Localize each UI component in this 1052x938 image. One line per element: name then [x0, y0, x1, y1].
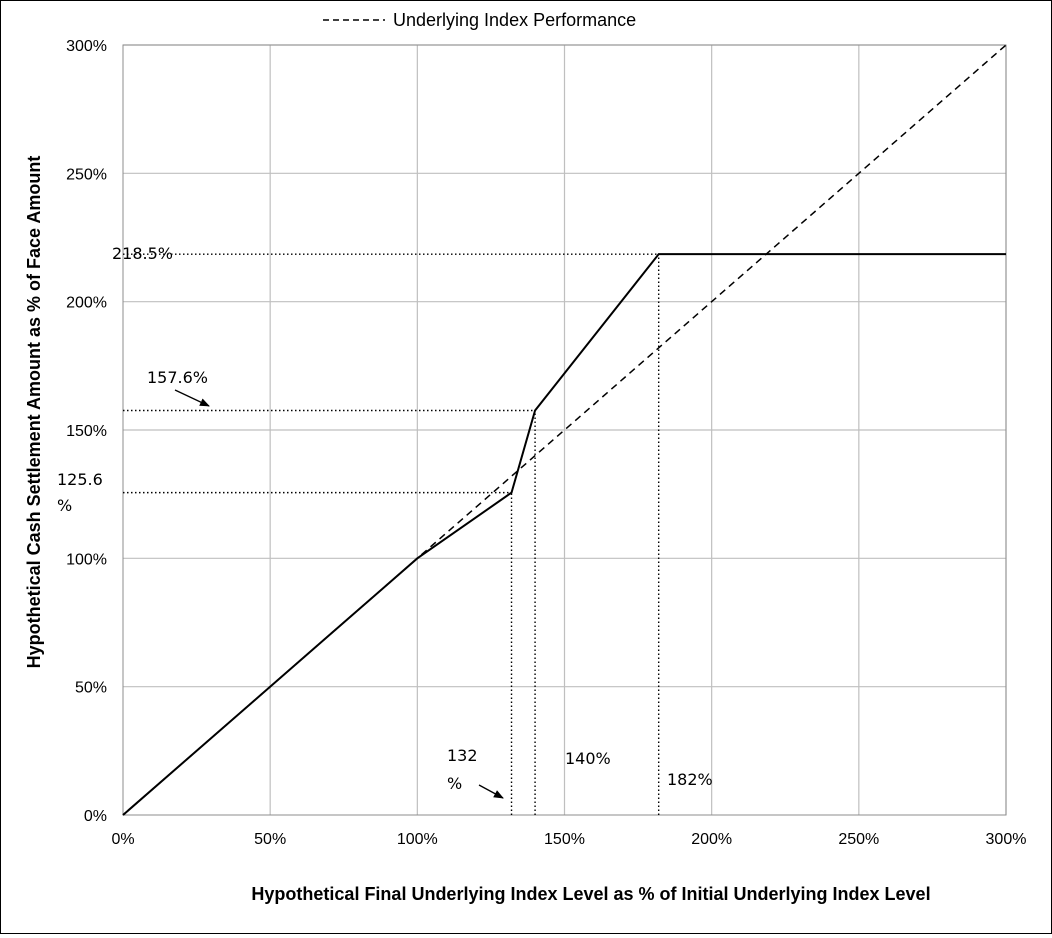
- annotation-218-5: 218.5%: [112, 244, 173, 263]
- legend-label: Underlying Index Performance: [393, 10, 636, 30]
- y-tick-label: 200%: [66, 295, 107, 312]
- legend: Underlying Index Performance: [323, 10, 636, 30]
- x-tick-label: 150%: [544, 831, 585, 848]
- series-underlying-index-line: [122, 44, 1007, 816]
- y-tick-label: 300%: [66, 38, 107, 55]
- annotation-132-percent: %: [447, 774, 462, 793]
- x-tick-labels: 0% 50% 100% 150% 200% 250% 300%: [111, 831, 1026, 848]
- reference-lines: [123, 253, 660, 815]
- x-tick-label: 100%: [397, 831, 438, 848]
- y-axis-title: Hypothetical Cash Settlement Amount as %…: [24, 156, 44, 669]
- annotations: 218.5% 157.6% 125.6 % 132 % 140% 182%: [57, 244, 713, 799]
- annotation-182: 182%: [667, 770, 713, 789]
- plot-area: [122, 44, 1007, 816]
- series-group: [122, 44, 1007, 816]
- annotation-125-6: 125.6: [57, 470, 103, 489]
- x-tick-label: 0%: [111, 831, 134, 848]
- x-tick-label: 200%: [691, 831, 732, 848]
- y-tick-label: 100%: [66, 551, 107, 568]
- y-tick-label: 250%: [66, 166, 107, 183]
- annotation-132-arrow: [478, 784, 504, 799]
- y-tick-label: 50%: [75, 680, 107, 697]
- annotation-132: 132: [447, 746, 478, 765]
- x-axis-title: Hypothetical Final Underlying Index Leve…: [251, 884, 930, 904]
- annotation-140: 140%: [565, 749, 611, 768]
- y-tick-labels: 0% 50% 100% 150% 200% 250% 300%: [66, 38, 107, 825]
- annotation-157-6-arrow: [174, 389, 210, 407]
- x-tick-label: 300%: [986, 831, 1027, 848]
- x-tick-label: 50%: [254, 831, 286, 848]
- annotation-157-6: 157.6%: [147, 368, 208, 387]
- y-tick-label: 150%: [66, 423, 107, 440]
- x-tick-label: 250%: [838, 831, 879, 848]
- y-tick-label: 0%: [84, 808, 107, 825]
- annotation-125-6-percent: %: [57, 496, 72, 515]
